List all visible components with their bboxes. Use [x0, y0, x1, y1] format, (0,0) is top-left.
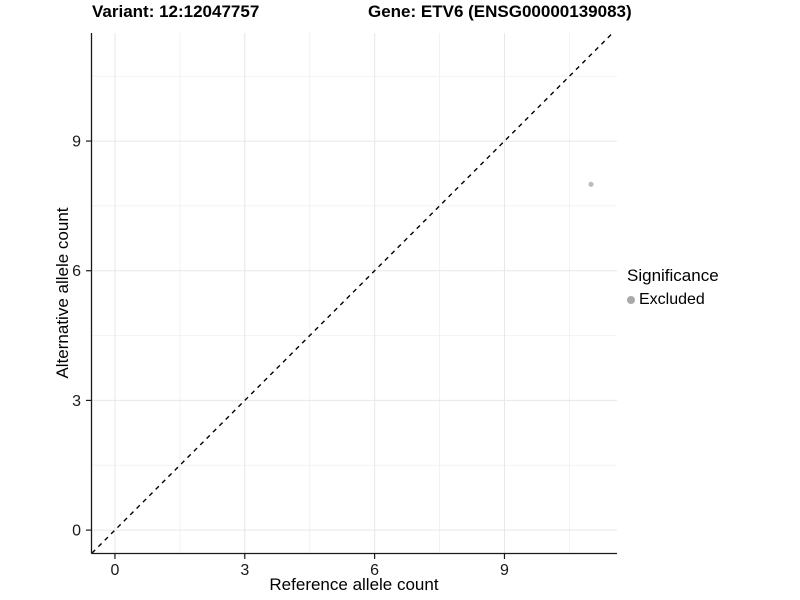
- plot-title-gene: Gene: ETV6 (ENSG00000139083): [368, 2, 632, 21]
- identity-dashed-line: [91, 32, 614, 554]
- y-tick-label: 3: [72, 393, 81, 410]
- data-point: [588, 181, 594, 187]
- y-tick-label: 0: [72, 523, 81, 540]
- legend-key-dot-icon: [627, 296, 635, 304]
- y-axis-title: Alternative allele count: [53, 207, 72, 379]
- legend-item-excluded: Excluded: [627, 291, 719, 309]
- x-tick-label: 6: [370, 562, 379, 579]
- x-tick-label: 0: [110, 562, 119, 579]
- legend-item-label: Excluded: [639, 291, 705, 308]
- x-axis-title: Reference allele count: [269, 575, 439, 594]
- legend-title: Significance: [627, 266, 719, 285]
- legend: Significance Excluded: [627, 266, 719, 309]
- y-tick-label: 9: [72, 134, 81, 151]
- x-tick-label: 3: [240, 562, 249, 579]
- plot-title-variant: Variant: 12:12047757: [92, 2, 260, 21]
- x-tick-label: 9: [500, 562, 509, 579]
- y-tick-label: 6: [72, 263, 81, 280]
